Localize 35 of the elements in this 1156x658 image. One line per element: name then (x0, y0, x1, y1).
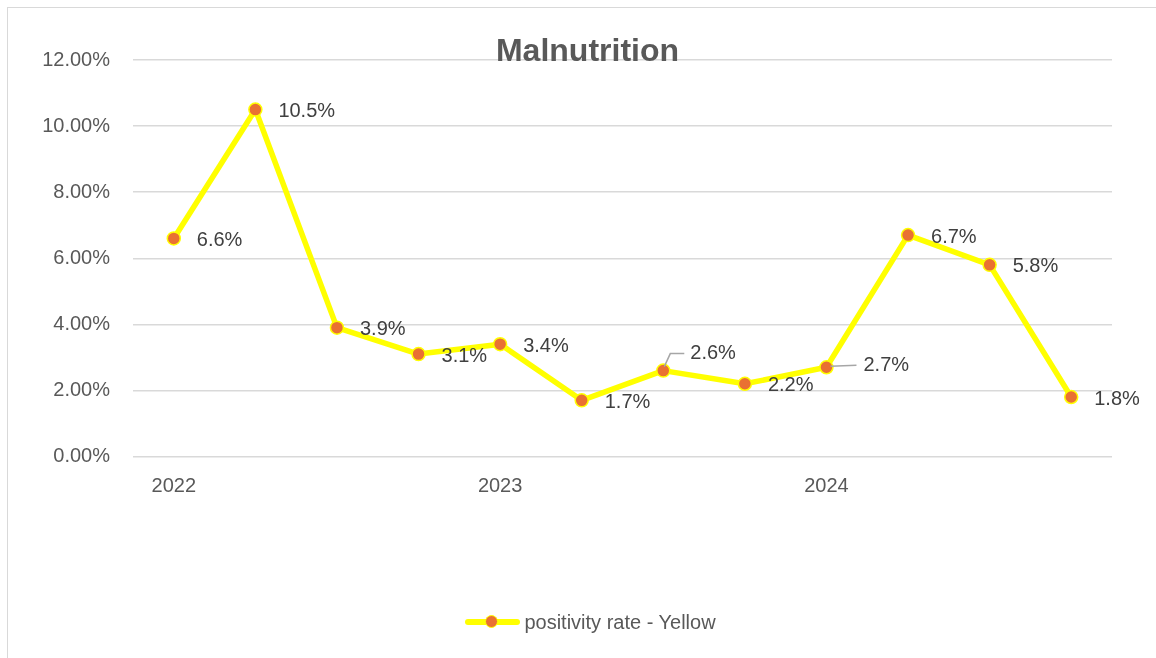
data-label: 1.7% (604, 389, 651, 412)
point (819, 360, 834, 375)
y-tick-label: 4.00% (53, 311, 111, 334)
point (492, 336, 508, 352)
data-label: 6.6% (196, 227, 243, 250)
point (329, 320, 345, 335)
data-label: 2.2% (767, 373, 814, 396)
y-tick-label: 0.00% (53, 444, 111, 467)
data-label: 2.7% (863, 352, 910, 375)
x-tick-label: 2023 (477, 474, 523, 497)
data-label: 3.4% (523, 333, 569, 356)
point (574, 393, 589, 408)
point (656, 363, 671, 378)
point (1063, 389, 1079, 405)
y-tick-label: 6.00% (53, 245, 111, 268)
y-tick-label: 10.00% (42, 113, 111, 136)
data-label: 5.8% (1012, 254, 1059, 277)
point (737, 376, 753, 392)
data-label: 1.8% (1094, 386, 1141, 409)
point (982, 257, 997, 273)
point (166, 231, 182, 246)
data-label: 2.6% (690, 341, 737, 364)
y-tick-label: 2.00% (53, 377, 111, 400)
point (411, 346, 426, 362)
data-label: 10.5% (278, 99, 336, 122)
chart-title: Malnutrition (495, 32, 680, 68)
x-tick-label: 2024 (804, 474, 849, 497)
y-tick-label: 12.00% (42, 47, 111, 70)
data-label: 6.7% (931, 224, 977, 247)
data-label: 3.9% (359, 317, 406, 340)
point (900, 227, 916, 243)
legend-label: positivity rate - Yellow (524, 610, 716, 634)
x-tick-label: 2022 (151, 474, 197, 497)
point (248, 102, 263, 117)
y-tick-label: 8.00% (53, 179, 111, 202)
